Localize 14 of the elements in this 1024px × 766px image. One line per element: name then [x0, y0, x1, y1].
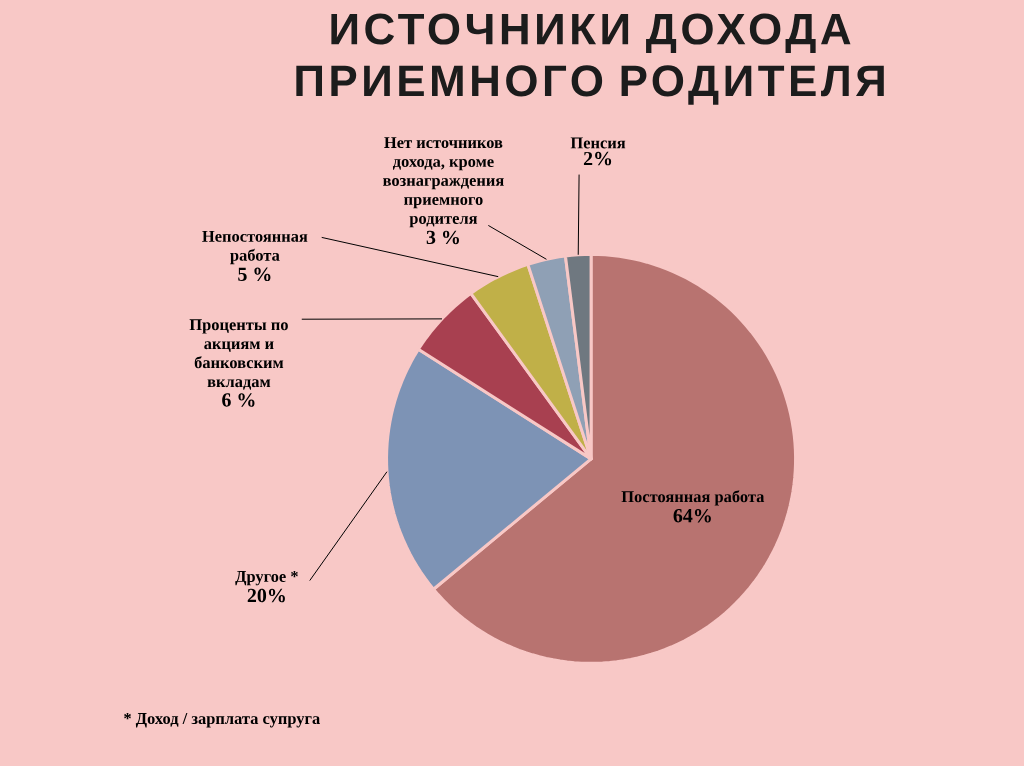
data-label: 6 % [222, 393, 255, 407]
slice-label: Другое * [235, 570, 298, 586]
data-label: 64% [673, 508, 711, 523]
text: * Доход / зарплата супруга [124, 712, 320, 728]
slice-label: Нет источников дохода, кроме вознаграждения приемного родителя [383, 137, 504, 228]
data-label: 20% [247, 588, 285, 603]
data-label: 5 % [238, 267, 271, 282]
slice-label: Постоянная работа [621, 490, 765, 506]
data-label: 2% [583, 151, 612, 166]
chart-title: ИСТОЧНИКИ ДОХОДА ПРИЕМНОГО РОДИТЕЛЯ [296, 13, 884, 105]
slice-label: Проценты по акциям и банковским вкладам [189, 319, 288, 390]
slice-label: Пенсия [570, 137, 626, 149]
slice-label: Непостоянная работа [202, 230, 308, 265]
data-label: 3 % [426, 230, 459, 245]
